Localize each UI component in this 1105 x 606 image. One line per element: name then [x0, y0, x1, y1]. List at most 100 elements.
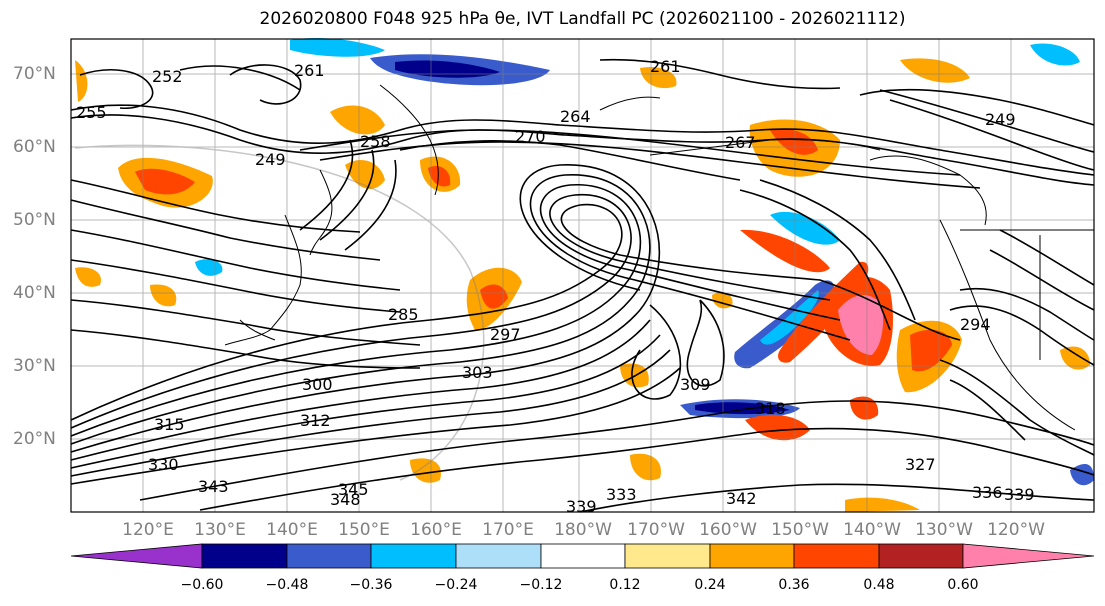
contour-label: 261: [294, 61, 325, 80]
colorbar-tick: −0.12: [519, 577, 563, 593]
coastlines: [224, 84, 1094, 431]
shade-patch: [640, 66, 677, 89]
contour-label: 343: [198, 477, 229, 496]
contour-label: 318: [755, 399, 786, 418]
colorbar-swatch: [709, 543, 795, 569]
shade-patch: [330, 105, 385, 135]
shade-patch: [850, 396, 879, 420]
shade-patch: [75, 60, 88, 102]
shade-patch: [290, 38, 385, 57]
colorbar-tick: 0.48: [863, 577, 895, 593]
colorbar-tick: −0.24: [434, 577, 478, 593]
colorbar-swatch: [370, 543, 457, 569]
contour-label: 255: [76, 103, 107, 122]
contour-label: 261: [650, 57, 681, 76]
colorbar-swatch: [201, 543, 288, 569]
colorbar-swatch: [624, 543, 711, 569]
shade-patch: [1030, 43, 1080, 66]
contour-label: 330: [148, 455, 179, 474]
lon-label: 160°W: [699, 520, 757, 540]
shade-patch: [428, 165, 451, 187]
shade-patch: [1060, 346, 1090, 370]
shade-patch: [900, 58, 970, 83]
contour-label: 312: [300, 411, 331, 430]
lon-label: 130°W: [915, 520, 973, 540]
lon-label: 170°E: [482, 520, 534, 540]
contour-label: 348: [330, 490, 361, 509]
colorbar-tick: −0.36: [349, 577, 393, 593]
shade-patch: [745, 414, 810, 441]
contour-label: 342: [726, 489, 757, 508]
contour-label: 249: [255, 150, 286, 169]
lat-label: 50°N: [13, 210, 56, 230]
colorbar-swatch: [793, 543, 880, 569]
contour-label: 345: [338, 480, 369, 499]
lat-label: 60°N: [13, 137, 56, 157]
contour-label: 336: [972, 483, 1003, 502]
lon-label: 180°W: [554, 520, 612, 540]
lon-label: 140°W: [843, 520, 901, 540]
shade-patch: [845, 497, 920, 512]
colorbar-swatch: [540, 543, 626, 569]
contour-label-layer: 252 255 261 249 258 261 270 264 249 267 …: [76, 57, 1035, 516]
lat-label: 40°N: [13, 283, 56, 303]
contour-label: 297: [490, 325, 521, 344]
lat-label: 70°N: [13, 64, 56, 84]
lon-label: 150°W: [771, 520, 829, 540]
colorbar-tick: −0.60: [180, 577, 224, 593]
shade-patch: [770, 128, 818, 155]
colorbar-swatch: [286, 543, 372, 569]
shade-patch: [395, 60, 500, 78]
colorbar-extend-min: [70, 543, 203, 569]
lon-label: 120°E: [122, 520, 174, 540]
lat-label: 20°N: [13, 429, 56, 449]
contour-label: 270: [515, 127, 546, 146]
lon-label: 150°E: [338, 520, 390, 540]
shade-patch: [740, 229, 830, 273]
colorbar-swatch: [878, 543, 964, 569]
contour-label: 339: [566, 497, 597, 516]
shading-layer: [75, 38, 1094, 512]
shade-patch: [135, 168, 195, 195]
lon-label: 120°W: [987, 520, 1045, 540]
contour-label: 294: [960, 315, 991, 334]
contour-label: 327: [905, 455, 936, 474]
map-frame: [70, 38, 1095, 513]
colorbar-tick: 0.12: [609, 577, 641, 593]
contour-label: 315: [154, 415, 185, 434]
shade-patch: [480, 284, 508, 309]
theta-e-contours: [70, 58, 1095, 513]
lon-label: 130°E: [194, 520, 246, 540]
contour-label: 285: [388, 305, 419, 324]
contour-label: 267: [725, 133, 756, 152]
shade-patch: [75, 267, 101, 287]
colorbar-tick: 0.36: [778, 577, 810, 593]
colorbar-tick: 0.60: [947, 577, 979, 593]
lon-label: 140°E: [266, 520, 318, 540]
shade-patch: [345, 160, 385, 189]
lon-label: 160°E: [410, 520, 462, 540]
contour-label: 303: [462, 363, 493, 382]
colorbar: [70, 543, 1095, 569]
shade-patch: [760, 290, 819, 345]
contour-label: 252: [152, 67, 183, 86]
shade-patch: [195, 259, 223, 276]
colorbar-tick: −0.48: [265, 577, 309, 593]
shade-patch: [410, 458, 441, 483]
lat-label: 30°N: [13, 356, 56, 376]
shade-patch: [630, 453, 661, 481]
shade-patch: [150, 284, 177, 307]
contour-label: 258: [360, 132, 391, 151]
contour-label: 309: [680, 375, 711, 394]
colorbar-swatch: [455, 543, 542, 569]
shade-patch: [695, 402, 790, 415]
contour-label: 300: [302, 375, 333, 394]
shade-patch: [910, 329, 952, 372]
contour-label: 249: [985, 110, 1016, 129]
contour-label: 264: [560, 107, 591, 126]
lon-label: 170°W: [627, 520, 685, 540]
colorbar-extend-max: [962, 543, 1095, 569]
figure-title: 2026020800 F048 925 hPa θe, IVT Landfall…: [259, 9, 906, 29]
contour-label: 333: [606, 485, 637, 504]
